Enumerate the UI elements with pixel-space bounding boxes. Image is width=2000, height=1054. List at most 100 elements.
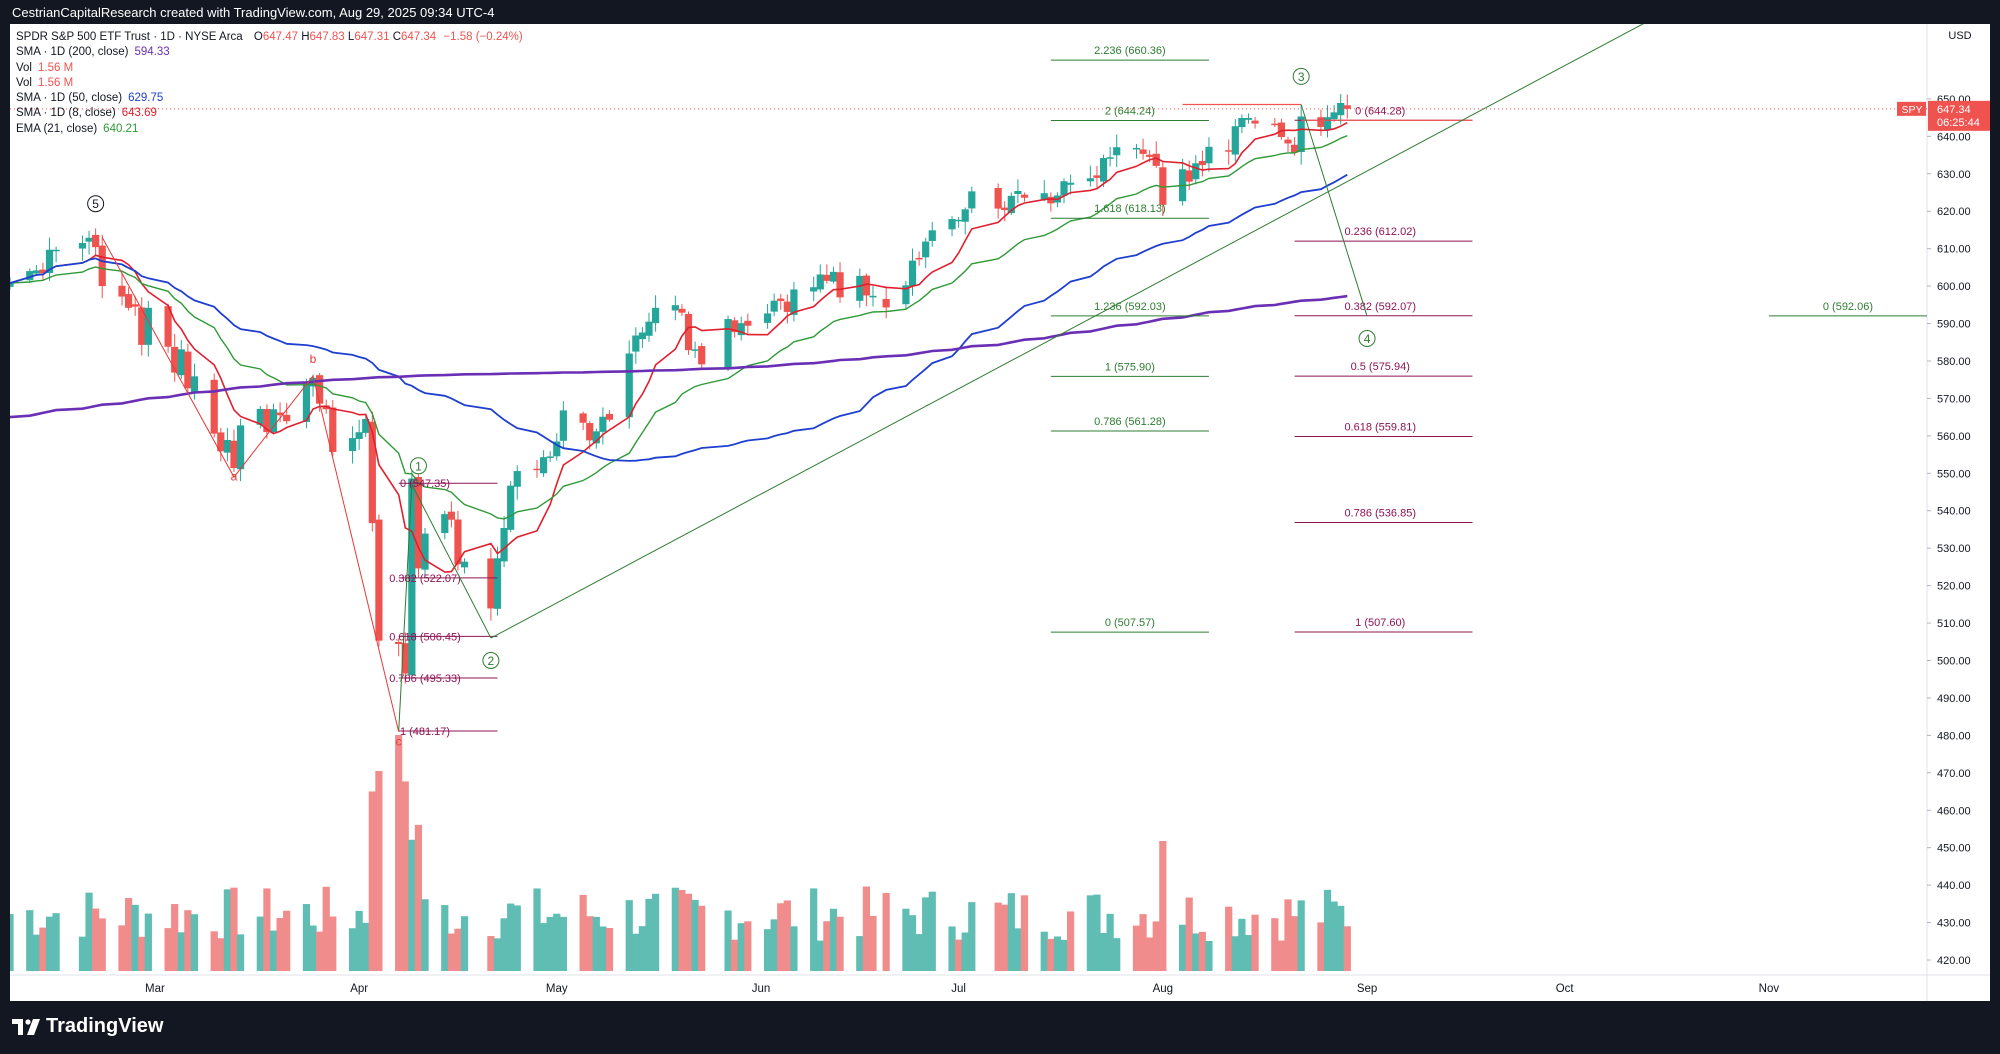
volume-bar — [210, 931, 218, 971]
candle-body — [1284, 139, 1292, 144]
volume-bar — [1040, 931, 1048, 971]
legend-indicator[interactable]: EMA (21, close) 640.21 — [16, 122, 523, 137]
volume-bar — [1159, 841, 1167, 971]
volume-bar — [493, 938, 502, 971]
volume-bar — [862, 886, 870, 971]
legend-indicator[interactable]: Vol 1.56 M — [16, 61, 523, 76]
legend-close-value: 647.34 — [401, 31, 437, 43]
legend-low-value: 647.31 — [354, 31, 390, 43]
candle-body — [441, 514, 449, 534]
fib-label-retrace: 0.5 (575.94) — [1351, 361, 1410, 373]
volume-bar — [684, 893, 693, 971]
volume-bar — [1238, 918, 1246, 971]
fib-label-retrace: 0 (644.28) — [1355, 105, 1405, 117]
chart-panel[interactable]: USD 420.00 430.00 440.00 450.00 460.00 470.00 4… — [10, 24, 1990, 1001]
volume-bar — [553, 913, 561, 971]
y-tick-label: 420.00 — [1937, 955, 1971, 967]
candle-body — [348, 438, 357, 451]
volume-bar — [546, 916, 554, 971]
volume-bar — [579, 894, 587, 971]
volume-bar — [731, 939, 739, 971]
indicator-name: Vol — [16, 61, 32, 74]
candle-body — [138, 307, 146, 345]
volume-bar — [487, 936, 495, 971]
volume-bar — [1067, 911, 1075, 971]
wave-label-b: b — [310, 352, 317, 366]
candle-body — [1238, 117, 1246, 128]
volume-bar — [724, 910, 732, 971]
indicator-value: 629.75 — [128, 92, 164, 105]
candle-body — [230, 440, 238, 469]
candle-body — [553, 441, 561, 457]
volume-bar — [1330, 901, 1338, 971]
volume-bar — [1231, 936, 1239, 971]
wave-label-a: a — [231, 470, 238, 484]
candle-body — [579, 413, 587, 423]
candle-body — [355, 432, 363, 439]
candle-body — [915, 257, 923, 260]
candle-body — [1014, 190, 1022, 195]
candle-body — [539, 457, 548, 474]
candle-body — [790, 289, 798, 315]
volume-bar — [131, 904, 139, 971]
fib-label-retrace: 0.618 (559.81) — [1344, 422, 1416, 434]
volume-bar — [92, 908, 100, 971]
legend-low-key: L — [347, 31, 355, 43]
indicator-name: SMA · 1D (8, close) — [16, 107, 116, 120]
volume-bar — [770, 919, 778, 971]
legend-high-key: H — [301, 31, 310, 43]
candle-body — [276, 412, 284, 416]
indicator-value: 1.56 M — [38, 76, 74, 89]
indicator-name: EMA (21, close) — [16, 122, 98, 135]
volume-bar — [1106, 913, 1114, 971]
candle-body — [210, 379, 218, 434]
volume-bar — [744, 921, 752, 971]
volume-bar — [500, 918, 508, 971]
volume-bar — [1047, 938, 1055, 971]
volume-bar — [85, 892, 93, 971]
x-tick-label: Nov — [1759, 983, 1780, 995]
candle-body — [26, 271, 34, 281]
y-tick-label: 500.00 — [1937, 655, 1971, 667]
price-tag-bg — [1928, 100, 1990, 131]
volume-bar — [777, 903, 785, 971]
candle-body — [414, 476, 423, 569]
volume-bar — [375, 771, 383, 971]
volume-bar — [348, 928, 357, 971]
candle-body — [1099, 158, 1108, 182]
legend-indicator[interactable]: SMA · 1D (50, close) 629.75 — [16, 91, 523, 106]
wave-path-34 — [1300, 104, 1368, 317]
fib-label-retrace: 0.786 (536.85) — [1344, 508, 1416, 520]
candle-body — [408, 478, 416, 676]
legend-indicator[interactable]: Vol 1.56 M — [16, 76, 523, 91]
candle-body — [507, 485, 515, 530]
candle-body — [1231, 126, 1239, 155]
legend-indicator[interactable]: SMA · 1D (8, close) 643.69 — [16, 106, 523, 121]
candle-body — [1271, 123, 1279, 126]
volume-bar — [671, 887, 679, 971]
tradingview-logo[interactable]: TradingView — [12, 1015, 163, 1038]
y-tick-label: 430.00 — [1937, 918, 1971, 930]
price-chart[interactable]: USD 420.00 430.00 440.00 450.00 460.00 470.00 4… — [10, 24, 1990, 1001]
fib-label-left: 0.382 (522.07) — [389, 573, 461, 585]
volume-bar — [138, 936, 146, 971]
legend-close-key: C — [392, 31, 402, 43]
volume-bar — [928, 891, 936, 971]
volume-bar — [32, 934, 40, 971]
y-tick-label: 630.00 — [1937, 169, 1971, 181]
volume-bar — [586, 916, 594, 971]
symbol-tag: SPY — [1901, 104, 1922, 116]
candle-body — [362, 419, 370, 433]
candle-body — [599, 416, 607, 432]
legend-indicator[interactable]: SMA · 1D (200, close) 594.33 — [16, 45, 523, 60]
candle-body — [493, 558, 502, 609]
candle-body — [1152, 153, 1160, 166]
x-tick-label: Jun — [752, 983, 771, 995]
volume-bar — [1152, 921, 1160, 971]
volume-bar — [164, 928, 172, 971]
candle-body — [869, 295, 877, 298]
volume-bar — [1132, 925, 1141, 971]
candle-body — [1047, 196, 1055, 204]
volume-bar — [1297, 900, 1305, 971]
